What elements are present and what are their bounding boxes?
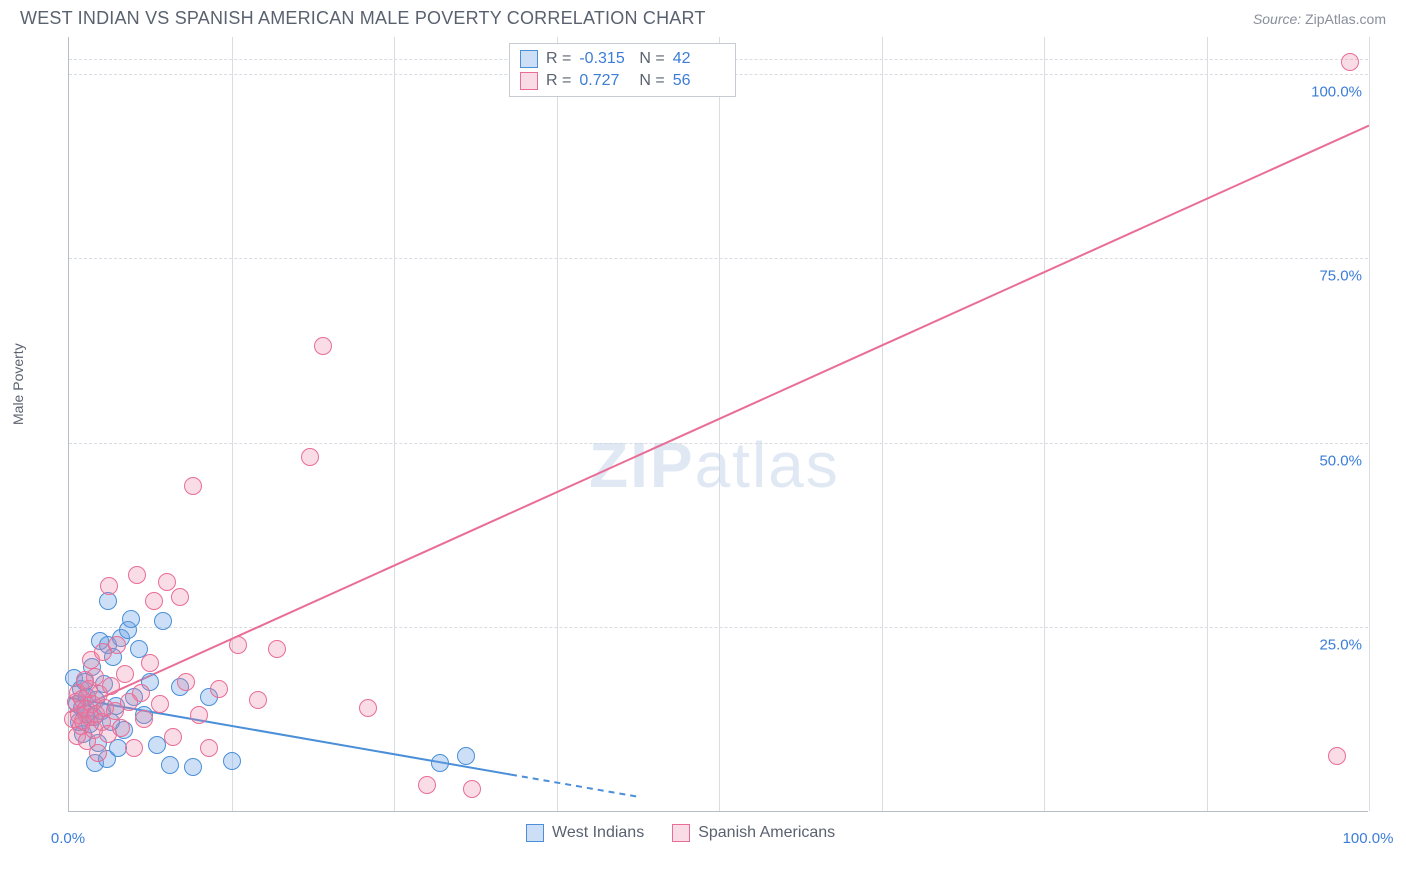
legend-swatch	[672, 824, 690, 842]
data-point	[1328, 747, 1346, 765]
data-point	[210, 680, 228, 698]
watermark: ZIPatlas	[589, 428, 840, 502]
data-point	[418, 776, 436, 794]
correlation-legend: R = -0.315 N = 42 R = 0.727 N = 56	[509, 43, 736, 97]
data-point	[135, 710, 153, 728]
data-point	[177, 673, 195, 691]
legend-item: West Indians	[526, 824, 644, 842]
y-tick-label: 75.0%	[1319, 268, 1362, 285]
data-point	[431, 754, 449, 772]
source-label: Source:	[1253, 11, 1301, 27]
data-point	[171, 588, 189, 606]
data-point	[141, 654, 159, 672]
legend-row: R = -0.315 N = 42	[520, 48, 725, 70]
legend-n-value: 56	[673, 70, 725, 92]
legend-series-name: West Indians	[552, 824, 644, 842]
data-point	[359, 699, 377, 717]
gridline-v	[232, 37, 233, 811]
chart-title: WEST INDIAN VS SPANISH AMERICAN MALE POV…	[20, 8, 706, 29]
gridline-v	[1369, 37, 1370, 811]
y-tick-label: 25.0%	[1319, 637, 1362, 654]
plot-area: 25.0% 50.0% 75.0% 100.0% ZIPatlas R = -0.315 N …	[68, 37, 1368, 812]
data-point	[112, 719, 130, 737]
legend-n-label: N =	[639, 48, 664, 70]
x-tick-label: 100.0%	[1343, 830, 1394, 847]
data-point	[1341, 53, 1359, 71]
data-point	[154, 612, 172, 630]
data-point	[301, 448, 319, 466]
data-point	[457, 747, 475, 765]
data-point	[116, 665, 134, 683]
series-legend: West Indians Spanish Americans	[526, 824, 835, 842]
data-point	[268, 640, 286, 658]
gridline-v	[882, 37, 883, 811]
legend-swatch	[520, 72, 538, 90]
gridline-v	[394, 37, 395, 811]
gridline-v	[557, 37, 558, 811]
data-point	[108, 636, 126, 654]
legend-swatch	[520, 50, 538, 68]
legend-row: R = 0.727 N = 56	[520, 70, 725, 92]
data-point	[89, 744, 107, 762]
legend-item: Spanish Americans	[672, 824, 835, 842]
chart-area: Male Poverty 25.0%50.0%75.0%100.0%ZIPatl…	[20, 37, 1386, 892]
y-axis-label: Male Poverty	[10, 343, 26, 425]
data-point	[161, 756, 179, 774]
data-point	[184, 477, 202, 495]
gridline-v	[1207, 37, 1208, 811]
data-point	[249, 691, 267, 709]
data-point	[158, 573, 176, 591]
source-attribution: Source: ZipAtlas.com	[1253, 11, 1386, 27]
data-point	[151, 695, 169, 713]
y-tick-label: 50.0%	[1319, 452, 1362, 469]
source-value: ZipAtlas.com	[1305, 11, 1386, 27]
data-point	[125, 739, 143, 757]
legend-r-value: -0.315	[579, 48, 631, 70]
legend-n-label: N =	[639, 70, 664, 92]
data-point	[164, 728, 182, 746]
data-point	[128, 566, 146, 584]
legend-n-value: 42	[673, 48, 725, 70]
x-tick-label: 0.0%	[51, 830, 85, 847]
data-point	[190, 706, 208, 724]
data-point	[223, 752, 241, 770]
gridline-v	[1044, 37, 1045, 811]
data-point	[184, 758, 202, 776]
data-point	[200, 739, 218, 757]
data-point	[314, 337, 332, 355]
gridline-v	[719, 37, 720, 811]
data-point	[100, 577, 118, 595]
y-tick-label: 100.0%	[1311, 83, 1362, 100]
legend-r-label: R =	[546, 70, 571, 92]
legend-series-name: Spanish Americans	[698, 824, 835, 842]
data-point	[132, 684, 150, 702]
chart-header: WEST INDIAN VS SPANISH AMERICAN MALE POV…	[0, 0, 1406, 33]
data-point	[229, 636, 247, 654]
legend-r-label: R =	[546, 48, 571, 70]
legend-swatch	[526, 824, 544, 842]
legend-r-value: 0.727	[579, 70, 631, 92]
data-point	[463, 780, 481, 798]
data-point	[145, 592, 163, 610]
data-point	[122, 610, 140, 628]
